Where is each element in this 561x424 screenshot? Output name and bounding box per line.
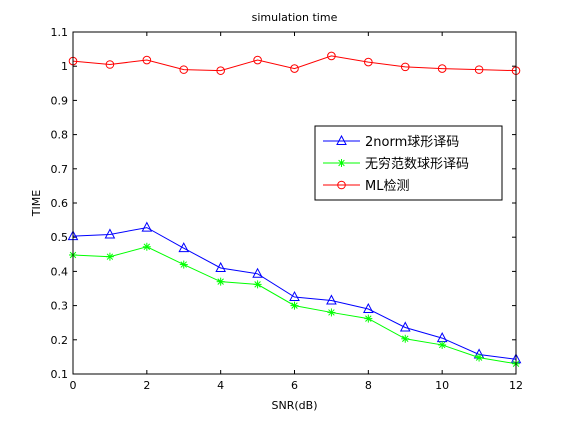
data-point [363, 302, 374, 314]
data-point [290, 301, 299, 310]
x-tick-label: 0 [70, 379, 77, 392]
data-point [364, 314, 373, 323]
data-point [438, 340, 447, 349]
data-point [178, 242, 190, 253]
x-tick-label: 2 [143, 379, 150, 392]
y-axis-label: TIME [30, 190, 43, 217]
y-tick-label: 0.3 [51, 300, 69, 313]
x-tick-label: 10 [435, 379, 449, 392]
data-point [253, 55, 262, 65]
data-point [364, 57, 373, 67]
data-point [252, 267, 263, 278]
data-point [253, 280, 262, 289]
data-point [437, 64, 447, 73]
y-tick-label: 0.6 [51, 197, 69, 210]
y-tick-label: 0.1 [51, 368, 69, 381]
y-tick-label: 0.7 [51, 163, 69, 176]
series-line [72, 55, 517, 72]
data-point [399, 321, 411, 332]
y-tick-label: 0.5 [51, 231, 69, 244]
data-point [290, 64, 299, 73]
chart-title: simulation time [252, 11, 338, 24]
data-point [215, 261, 226, 272]
x-tick-label: 8 [365, 379, 372, 392]
legend-marker [337, 159, 346, 167]
data-point [474, 65, 484, 74]
data-point [216, 66, 225, 75]
data-point [326, 294, 337, 305]
data-point [327, 51, 336, 61]
series-line [72, 227, 517, 360]
data-point [179, 260, 188, 269]
x-tick-label: 4 [217, 379, 224, 392]
data-point [400, 62, 410, 72]
data-point [327, 308, 336, 317]
plot-area [73, 32, 516, 374]
data-point [216, 277, 225, 286]
x-axis-label: SNR(dB) [272, 399, 318, 412]
x-tick-label: 12 [509, 379, 523, 392]
legend-label: ML检测 [365, 179, 409, 194]
series-3 [68, 51, 521, 75]
data-point [105, 60, 115, 69]
legend-marker [337, 180, 346, 190]
y-tick-label: 1 [61, 60, 68, 73]
data-point [104, 228, 116, 239]
data-point [179, 65, 189, 74]
y-tick-label: 0.2 [51, 334, 69, 347]
x-tick-label: 6 [291, 379, 298, 392]
data-point [141, 221, 153, 232]
legend-item: 无穷范数球形译码 [323, 156, 469, 172]
data-point [401, 334, 410, 343]
y-tick-label: 1.1 [51, 26, 69, 39]
y-tick-label: 0.9 [51, 94, 69, 107]
series-2 [69, 242, 520, 368]
legend-marker [336, 134, 347, 145]
data-point [105, 252, 114, 261]
data-point [142, 242, 151, 251]
data-point [475, 353, 484, 362]
data-point [289, 290, 300, 302]
y-tick-label: 0.8 [51, 129, 69, 142]
plot-frame [72, 31, 517, 375]
legend-label: 2norm球形译码 [365, 135, 459, 150]
data-point [142, 55, 152, 65]
legend-item: ML检测 [323, 179, 409, 194]
y-tick-label: 0.4 [51, 265, 69, 278]
legend-label: 无穷范数球形译码 [365, 156, 469, 172]
legend-item: 2norm球形译码 [323, 134, 459, 150]
